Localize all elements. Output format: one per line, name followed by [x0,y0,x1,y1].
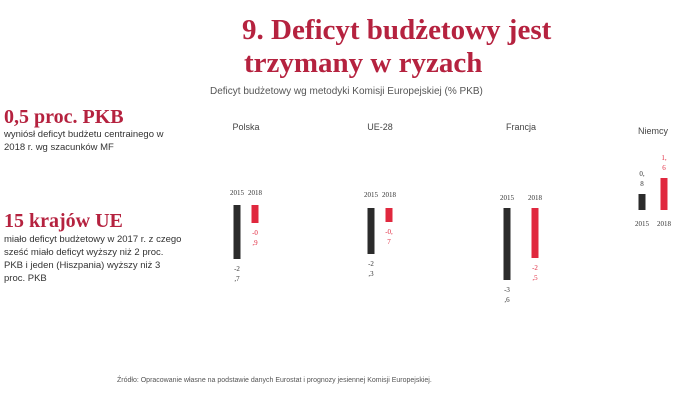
year-label-2015-0: 2015 [230,189,245,197]
year-label-2018-0: 2018 [248,189,263,197]
bar-2015-3 [638,194,646,210]
chart-subtitle: Deficyt budżetowy wg metodyki Komisji Eu… [210,86,483,97]
bar-2015-2 [503,208,511,280]
value-label-2015-0-0: -2 [234,265,240,273]
value-label-2015-1-1: ,3 [368,270,374,278]
value-label-2015-3-1: 8 [640,180,644,188]
value-label-2018-0-1: ,9 [252,239,258,247]
title-line-2: trzymany w ryzach [244,47,483,79]
category-label-1: UE-28 [367,122,393,132]
year-label-2018-1: 2018 [382,191,397,199]
value-label-2015-1-0: -2 [368,260,374,268]
value-label-2018-1-0: -0, [385,228,393,236]
title-line-1: 9. Deficyt budżetowy jest [242,14,552,46]
bar-2018-1 [385,208,393,222]
source-note: Źródło: Opracowanie własne na podstawie … [117,377,432,384]
value-label-2018-3-1: 6 [662,164,666,172]
category-label-2: Francja [506,122,536,132]
kpi-value-gdp: 0,5 proc. PKB [4,106,124,128]
year-label-2015-3: 2015 [635,220,650,228]
category-label-3: Niemcy [638,126,669,136]
year-label-2018-3: 2018 [657,220,672,228]
value-label-2018-0-0: -0 [252,229,258,237]
value-label-2015-2-1: ,6 [504,296,510,304]
bar-2018-3 [660,178,668,210]
value-label-2015-3-0: 0, [639,170,645,178]
kpi-value-eu-countries: 15 krajów UE [4,210,123,232]
value-label-2015-0-1: ,7 [234,275,240,283]
value-label-2018-1-1: 7 [387,238,391,246]
kpi-description-gdp: wyniósł deficyt budżetu centrainego w 20… [4,129,164,153]
bar-2018-2 [531,208,539,258]
page-title: 9. Deficyt budżetowy jest trzymany w ryz… [242,14,642,80]
value-label-2018-2-0: -2 [532,264,538,272]
value-label-2018-2-1: ,5 [532,274,538,282]
year-label-2018-2: 2018 [528,194,543,202]
value-label-2018-3-0: 1, [661,154,667,162]
bar-2015-0 [233,205,241,259]
bar-2018-0 [251,205,259,223]
value-label-2015-2-0: -3 [504,286,510,294]
year-label-2015-1: 2015 [364,191,379,199]
kpi-description-eu-countries: miało deficyt budżetowy w 2017 r. z czeg… [4,234,182,284]
year-label-2015-2: 2015 [500,194,515,202]
category-label-0: Polska [232,122,259,132]
bar-2015-1 [367,208,375,254]
